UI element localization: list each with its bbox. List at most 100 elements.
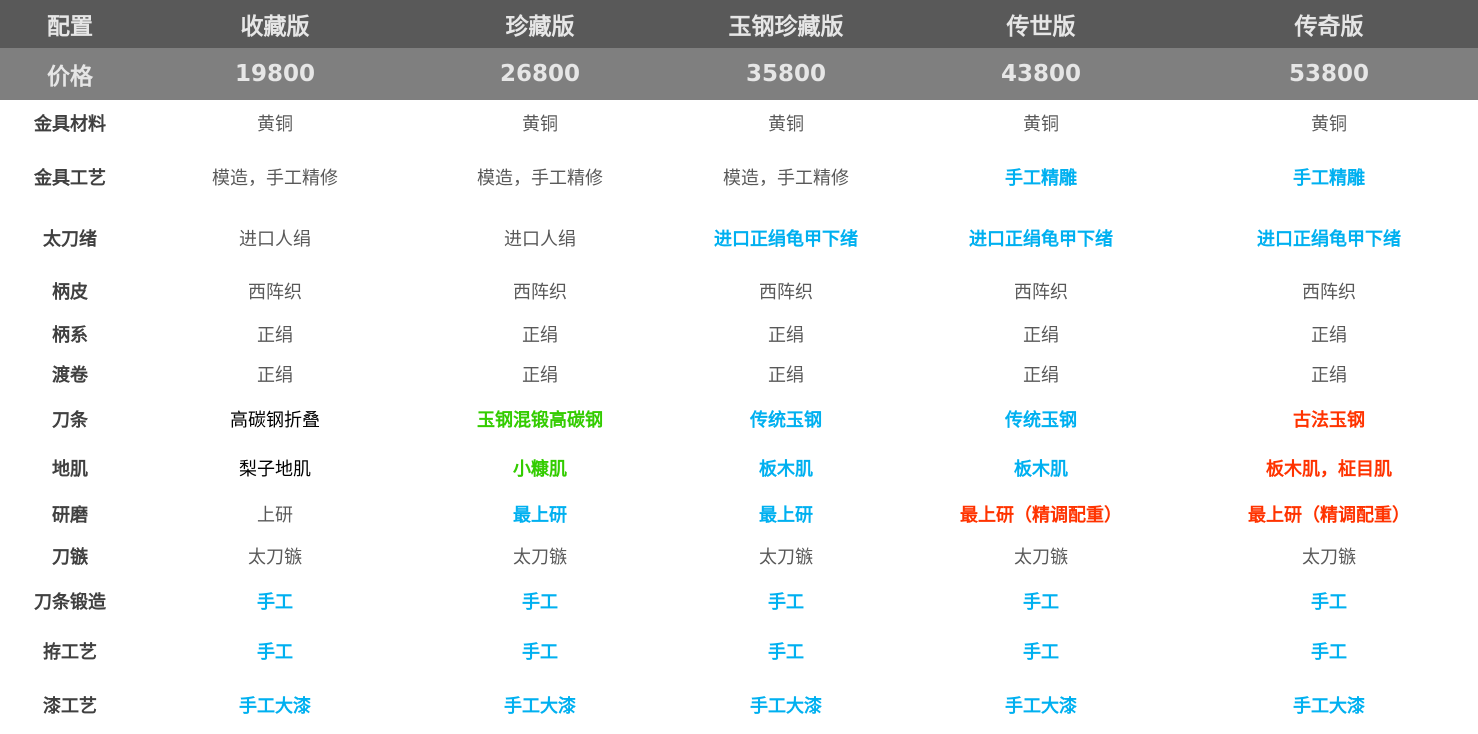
spec-value: 板木肌，柾目肌 bbox=[1266, 458, 1392, 480]
price-label: 价格 bbox=[0, 48, 140, 100]
spec-value: 板木肌 bbox=[1014, 458, 1068, 480]
spec-row: 金具工艺 模造，手工精修 模造，手工精修 模造，手工精修 手工精雕 手工精雕 bbox=[0, 146, 1478, 207]
spec-label: 刀镞 bbox=[52, 547, 88, 568]
spec-row: 柄系 正绢 正绢 正绢 正绢 正绢 bbox=[0, 314, 1478, 353]
price-row: 价格 19800 26800 35800 43800 53800 bbox=[0, 48, 1478, 100]
spec-label: 太刀绪 bbox=[43, 228, 97, 250]
spec-value: 正绢 bbox=[768, 365, 804, 386]
edition-header: 玉钢珍藏版 bbox=[670, 0, 902, 48]
spec-value: 手工 bbox=[257, 642, 293, 663]
spec-value: 手工 bbox=[522, 642, 558, 663]
spec-value: 手工大漆 bbox=[1005, 696, 1077, 717]
spec-value: 正绢 bbox=[257, 324, 293, 346]
spec-value: 最上研 bbox=[759, 504, 813, 526]
spec-value: 太刀镞 bbox=[759, 547, 813, 568]
spec-label: 漆工艺 bbox=[43, 696, 97, 717]
spec-value: 手工大漆 bbox=[504, 696, 576, 717]
spec-value: 模造，手工精修 bbox=[723, 167, 849, 189]
spec-value: 西阵织 bbox=[248, 282, 302, 303]
price-value: 26800 bbox=[410, 48, 670, 100]
spec-value: 进口正绢龟甲下绪 bbox=[714, 228, 858, 250]
spec-row: 漆工艺 手工大漆 手工大漆 手工大漆 手工大漆 手工大漆 bbox=[0, 677, 1478, 733]
spec-value: 手工 bbox=[768, 642, 804, 663]
spec-label: 金具工艺 bbox=[34, 167, 106, 189]
spec-value: 黄铜 bbox=[768, 114, 804, 135]
spec-value: 进口正绢龟甲下绪 bbox=[1257, 228, 1401, 250]
spec-value: 手工大漆 bbox=[750, 696, 822, 717]
header-row: 配置 收藏版 珍藏版 玉钢珍藏版 传世版 传奇版 bbox=[0, 0, 1478, 48]
spec-value: 高碳钢折叠 bbox=[230, 410, 320, 431]
spec-value: 板木肌 bbox=[759, 458, 813, 480]
spec-value: 模造，手工精修 bbox=[477, 167, 603, 189]
spec-row: 金具材料 黄铜 黄铜 黄铜 黄铜 黄铜 bbox=[0, 100, 1478, 146]
spec-value: 黄铜 bbox=[1023, 114, 1059, 135]
spec-value: 黄铜 bbox=[257, 114, 293, 135]
spec-row: 研磨 上研 最上研 最上研 最上研（精调配重） 最上研（精调配重） bbox=[0, 492, 1478, 535]
spec-value: 正绢 bbox=[768, 324, 804, 346]
price-value: 43800 bbox=[902, 48, 1180, 100]
spec-value: 正绢 bbox=[1311, 324, 1347, 346]
spec-label: 研磨 bbox=[52, 504, 88, 526]
spec-value: 手工 bbox=[257, 592, 293, 613]
spec-row: 刀条 高碳钢折叠 玉钢混锻高碳钢 传统玉钢 传统玉钢 古法玉钢 bbox=[0, 395, 1478, 443]
spec-label: 渡卷 bbox=[52, 365, 88, 386]
spec-value: 手工大漆 bbox=[239, 696, 311, 717]
spec-value: 最上研（精调配重） bbox=[1248, 504, 1410, 526]
spec-value: 进口正绢龟甲下绪 bbox=[969, 228, 1113, 250]
spec-value: 手工精雕 bbox=[1005, 167, 1077, 189]
spec-value: 古法玉钢 bbox=[1293, 410, 1365, 431]
spec-label: 拵工艺 bbox=[43, 642, 97, 663]
spec-row: 渡卷 正绢 正绢 正绢 正绢 正绢 bbox=[0, 353, 1478, 395]
spec-row: 地肌 梨子地肌 小糠肌 板木肌 板木肌 板木肌，柾目肌 bbox=[0, 443, 1478, 492]
spec-value: 玉钢混锻高碳钢 bbox=[477, 410, 603, 431]
spec-value: 传统玉钢 bbox=[1005, 410, 1077, 431]
spec-value: 正绢 bbox=[1023, 324, 1059, 346]
spec-value: 最上研 bbox=[513, 504, 567, 526]
spec-value: 手工大漆 bbox=[1293, 696, 1365, 717]
spec-value: 太刀镞 bbox=[513, 547, 567, 568]
spec-value: 西阵织 bbox=[1302, 282, 1356, 303]
spec-value: 手工 bbox=[1311, 592, 1347, 613]
edition-header: 收藏版 bbox=[140, 0, 410, 48]
spec-value: 正绢 bbox=[522, 365, 558, 386]
spec-value: 西阵织 bbox=[759, 282, 813, 303]
price-value: 19800 bbox=[140, 48, 410, 100]
spec-value: 模造，手工精修 bbox=[212, 167, 338, 189]
spec-value: 太刀镞 bbox=[248, 547, 302, 568]
spec-value: 黄铜 bbox=[1311, 114, 1347, 135]
spec-value: 正绢 bbox=[257, 365, 293, 386]
spec-value: 进口人绢 bbox=[239, 228, 311, 250]
header-label: 配置 bbox=[0, 0, 140, 48]
price-value: 35800 bbox=[670, 48, 902, 100]
spec-value: 西阵织 bbox=[513, 282, 567, 303]
spec-value: 正绢 bbox=[1023, 365, 1059, 386]
spec-value: 手工 bbox=[522, 592, 558, 613]
edition-header: 传奇版 bbox=[1180, 0, 1478, 48]
spec-value: 手工 bbox=[768, 592, 804, 613]
spec-row: 拵工艺 手工 手工 手工 手工 手工 bbox=[0, 625, 1478, 677]
spec-value: 手工 bbox=[1023, 592, 1059, 613]
spec-value: 梨子地肌 bbox=[239, 458, 311, 480]
spec-value: 黄铜 bbox=[522, 114, 558, 135]
spec-label: 刀条 bbox=[52, 410, 88, 431]
spec-value: 手工 bbox=[1023, 642, 1059, 663]
spec-label: 金具材料 bbox=[34, 114, 106, 135]
spec-label: 柄系 bbox=[52, 324, 88, 346]
spec-value: 小糠肌 bbox=[513, 458, 567, 480]
spec-value: 西阵织 bbox=[1014, 282, 1068, 303]
spec-value: 手工 bbox=[1311, 642, 1347, 663]
spec-value: 传统玉钢 bbox=[750, 410, 822, 431]
edition-header: 传世版 bbox=[902, 0, 1180, 48]
spec-value: 正绢 bbox=[1311, 365, 1347, 386]
spec-row: 刀条锻造 手工 手工 手工 手工 手工 bbox=[0, 577, 1478, 625]
spec-label: 地肌 bbox=[52, 458, 88, 480]
spec-value: 上研 bbox=[257, 504, 293, 526]
spec-value: 太刀镞 bbox=[1302, 547, 1356, 568]
spec-row: 太刀绪 进口人绢 进口人绢 进口正绢龟甲下绪 进口正绢龟甲下绪 进口正绢龟甲下绪 bbox=[0, 207, 1478, 268]
spec-row: 柄皮 西阵织 西阵织 西阵织 西阵织 西阵织 bbox=[0, 268, 1478, 314]
spec-value: 进口人绢 bbox=[504, 228, 576, 250]
spec-label: 柄皮 bbox=[52, 282, 88, 303]
spec-label: 刀条锻造 bbox=[34, 592, 106, 613]
price-value: 53800 bbox=[1180, 48, 1478, 100]
